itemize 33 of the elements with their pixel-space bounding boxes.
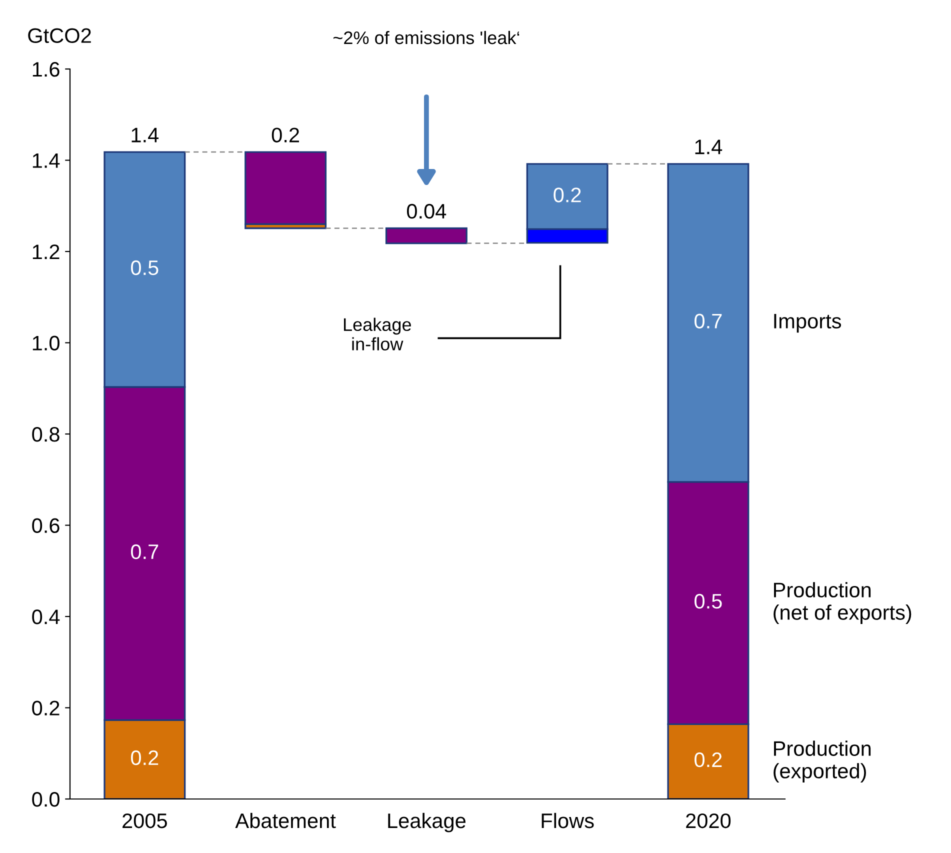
data-label: 0.5 [131,260,158,276]
x-tick-label: 2020 [686,813,731,828]
series-label: Production (net of exports) [774,582,912,624]
text: ~2% of emissions 'leak‘ [333,30,520,44]
data-label: 0.5 [694,594,722,609]
total-label: 1.4 [132,128,159,142]
total-label: 0.2 [272,128,299,142]
y-axis-title: GtCO2 [28,28,91,43]
y-tick-label: 0.0 [32,792,60,807]
annotation: 0.2 [554,188,581,202]
data-label: 0.2 [694,752,722,768]
y-tick-label: 1.4 [32,153,60,168]
y-tick-label: 1.2 [32,244,60,260]
series-label: Production (exported) [774,740,871,783]
x-tick-label: Abatement [235,812,336,828]
y-tick-label: 0.8 [32,427,60,442]
data-label: 0.7 [694,314,722,328]
y-tick-label: 1.6 [32,62,60,77]
total-label: 1.4 [695,140,722,154]
bar [244,151,327,225]
bar [385,227,468,244]
x-tick-label: Leakage [388,812,466,832]
data-label: 0.2 [131,750,158,766]
y-tick-label: 1.0 [32,336,60,351]
total-label: 0.04 [406,204,446,219]
y-tick-label: 0.2 [32,700,60,716]
data-label: 0.7 [131,544,158,560]
x-tick-label: 2005 [122,813,167,828]
x-tick-label: Flows [542,812,594,828]
series-label: Imports [774,314,842,333]
annotation: Leakage in-flow [344,318,411,350]
y-tick-label: 0.6 [32,518,60,534]
y-tick-label: 0.4 [32,610,60,624]
